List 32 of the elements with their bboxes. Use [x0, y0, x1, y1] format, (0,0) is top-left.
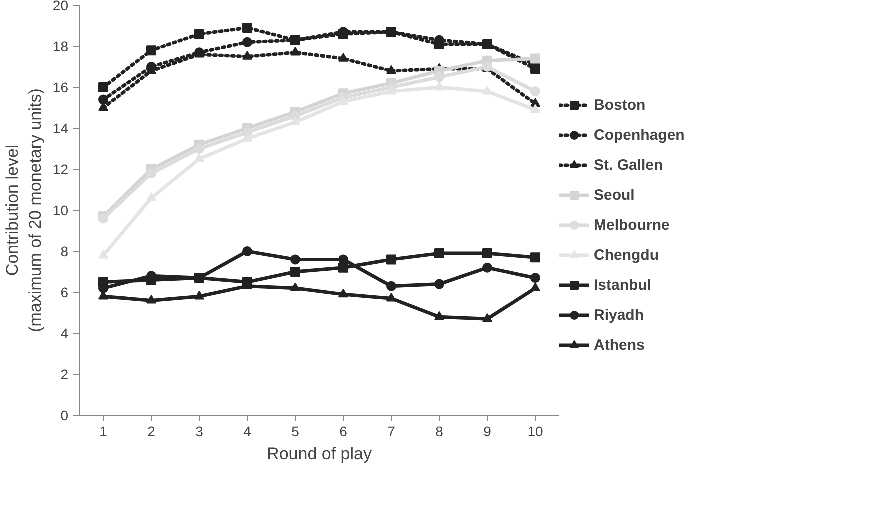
legend-label: Chengdu — [594, 246, 659, 264]
legend-label: St. Gallen — [594, 156, 664, 174]
legend-label: Boston — [594, 96, 646, 114]
legend-label: Copenhagen — [594, 126, 685, 144]
y-tick-label: 14 — [52, 120, 69, 136]
legend-label: Istanbul — [594, 276, 652, 294]
x-tick-label: 5 — [292, 424, 300, 440]
y-axis-title: Contribution level (maximum of 20 monetary units) — [3, 88, 45, 332]
legend-label: Melbourne — [594, 216, 670, 234]
y-tick-label: 12 — [52, 162, 69, 178]
x-tick-label: 7 — [388, 424, 396, 440]
y-tick-label: 2 — [60, 366, 69, 382]
y-tick-label: 4 — [60, 326, 69, 342]
y-tick-label: 18 — [52, 38, 69, 54]
x-tick-label: 1 — [100, 424, 108, 440]
y-tick-label: 10 — [52, 202, 69, 218]
y-tick-label: 16 — [52, 80, 69, 96]
y-tick-label: 20 — [52, 0, 69, 14]
x-tick-label: 4 — [244, 424, 252, 440]
legend-label: Seoul — [594, 186, 635, 204]
x-tick-label: 10 — [528, 424, 544, 440]
x-tick-label: 8 — [436, 424, 444, 440]
y-tick-label: 8 — [60, 244, 69, 260]
legend-label: Athens — [594, 336, 645, 354]
x-tick-label: 3 — [196, 424, 204, 440]
x-tick-label: 2 — [148, 424, 156, 440]
y-tick-label: 6 — [60, 284, 69, 300]
x-tick-label: 9 — [484, 424, 492, 440]
x-axis-title: Round of play — [267, 444, 372, 464]
x-tick-label: 6 — [340, 424, 348, 440]
legend-label: Riyadh — [594, 306, 644, 324]
y-tick-label: 0 — [60, 408, 69, 424]
